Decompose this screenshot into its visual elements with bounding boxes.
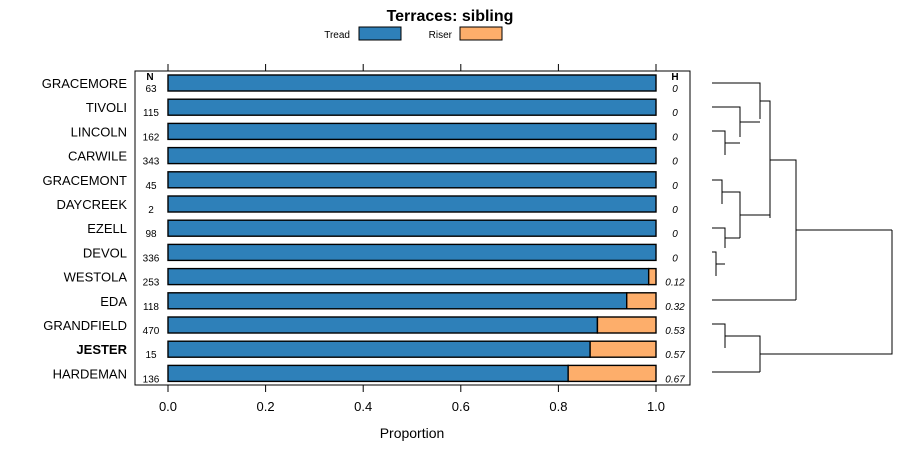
dendrogram-link bbox=[712, 106, 741, 137]
bar-riser bbox=[596, 316, 657, 334]
n-value: 118 bbox=[143, 302, 159, 313]
row-label: GRANDFIELD bbox=[43, 318, 127, 333]
bar-tread bbox=[167, 146, 657, 165]
dendrogram-link bbox=[712, 323, 726, 348]
n-value: 63 bbox=[145, 84, 157, 95]
legend-label-riser: Riser bbox=[429, 30, 453, 41]
h-value: 0.57 bbox=[665, 350, 685, 361]
bar-tread bbox=[167, 267, 650, 286]
n-value: 162 bbox=[143, 132, 160, 143]
x-tick-label: 0.2 bbox=[257, 399, 275, 414]
n-value: 2 bbox=[148, 205, 154, 216]
dendrogram-link bbox=[770, 159, 797, 300]
n-value: 470 bbox=[143, 326, 160, 337]
x-tick-label: 0.6 bbox=[452, 399, 470, 414]
x-axis-title: Proportion bbox=[380, 425, 445, 441]
bar-tread bbox=[167, 98, 657, 116]
row-label: TIVOLI bbox=[86, 100, 127, 115]
h-value: 0 bbox=[672, 132, 678, 143]
bar-tread bbox=[167, 122, 657, 141]
n-value: 115 bbox=[143, 108, 159, 119]
h-value: 0.32 bbox=[665, 302, 685, 313]
h-value: 0 bbox=[672, 108, 678, 119]
n-value: 15 bbox=[145, 350, 157, 361]
bar-riser bbox=[567, 364, 657, 383]
row-label: DEVOL bbox=[83, 245, 127, 260]
legend: Tread Riser bbox=[324, 26, 503, 41]
legend-swatch-tread bbox=[358, 26, 402, 41]
dendrogram-link bbox=[722, 191, 741, 238]
row-label: WESTOLA bbox=[64, 270, 128, 285]
dendrogram bbox=[712, 82, 893, 373]
x-tick-label: 0.4 bbox=[354, 399, 372, 414]
bar-tread bbox=[167, 340, 591, 358]
bar-tread bbox=[167, 74, 657, 92]
legend-label-tread: Tread bbox=[324, 30, 350, 41]
row-label: EZELL bbox=[87, 221, 127, 236]
row-label: GRACEMONT bbox=[43, 173, 128, 188]
h-value: 0 bbox=[672, 229, 678, 240]
bar-tread bbox=[167, 171, 657, 189]
bar-riser bbox=[626, 292, 657, 310]
n-value: 136 bbox=[143, 374, 160, 385]
x-tick-label: 1.0 bbox=[647, 399, 665, 414]
dendrogram-link bbox=[712, 227, 726, 248]
h-value: 0 bbox=[672, 253, 678, 264]
bar-tread bbox=[167, 364, 569, 383]
bar-riser bbox=[589, 340, 657, 358]
n-header: N bbox=[146, 72, 153, 83]
h-value: 0.12 bbox=[665, 278, 685, 289]
dendrogram-link bbox=[712, 130, 726, 155]
n-value: 336 bbox=[143, 253, 160, 264]
h-value: 0.53 bbox=[665, 326, 685, 337]
legend-swatch-riser bbox=[459, 26, 503, 41]
chart-title: Terraces: sibling bbox=[387, 8, 514, 25]
row-label: CARWILE bbox=[68, 149, 127, 164]
h-value: 0 bbox=[672, 84, 678, 95]
dendrogram-link bbox=[760, 230, 893, 355]
bar-tread bbox=[167, 316, 599, 334]
row-label: EDA bbox=[100, 294, 127, 309]
h-value: 0 bbox=[672, 157, 678, 168]
dendrogram-link bbox=[712, 251, 717, 276]
h-value: 0 bbox=[672, 181, 678, 192]
h-value: 0 bbox=[672, 205, 678, 216]
row-label: HARDEMAN bbox=[53, 366, 127, 381]
dendrogram-link bbox=[760, 100, 771, 218]
bar-tread bbox=[167, 195, 657, 213]
row-label: GRACEMORE bbox=[42, 76, 128, 91]
h-value: 0.67 bbox=[665, 374, 685, 385]
dendrogram-link bbox=[725, 335, 761, 372]
plot-frame bbox=[134, 70, 691, 386]
row-label: DAYCREEK bbox=[56, 197, 127, 212]
row-label: JESTER bbox=[76, 342, 127, 357]
row-label: LINCOLN bbox=[71, 124, 127, 139]
n-value: 45 bbox=[145, 181, 157, 192]
dendrogram-link bbox=[712, 179, 723, 204]
h-header: H bbox=[671, 72, 678, 83]
rows: GRACEMORE 63 0 TIVOLI 115 0 LINCOLN 162 0 CARWILE… bbox=[42, 74, 685, 385]
bar-tread bbox=[167, 243, 657, 262]
bar-tread bbox=[167, 219, 657, 237]
bar-tread bbox=[167, 292, 628, 310]
n-value: 98 bbox=[145, 229, 157, 240]
x-axis: 0.0 0.2 0.4 0.6 0.8 1.0 bbox=[159, 64, 665, 414]
x-tick-label: 0.0 bbox=[159, 399, 177, 414]
n-value: 343 bbox=[143, 157, 160, 168]
n-value: 253 bbox=[143, 278, 160, 289]
dendrogram-link bbox=[712, 82, 761, 119]
x-tick-label: 0.8 bbox=[549, 399, 567, 414]
bar-riser bbox=[647, 267, 657, 286]
